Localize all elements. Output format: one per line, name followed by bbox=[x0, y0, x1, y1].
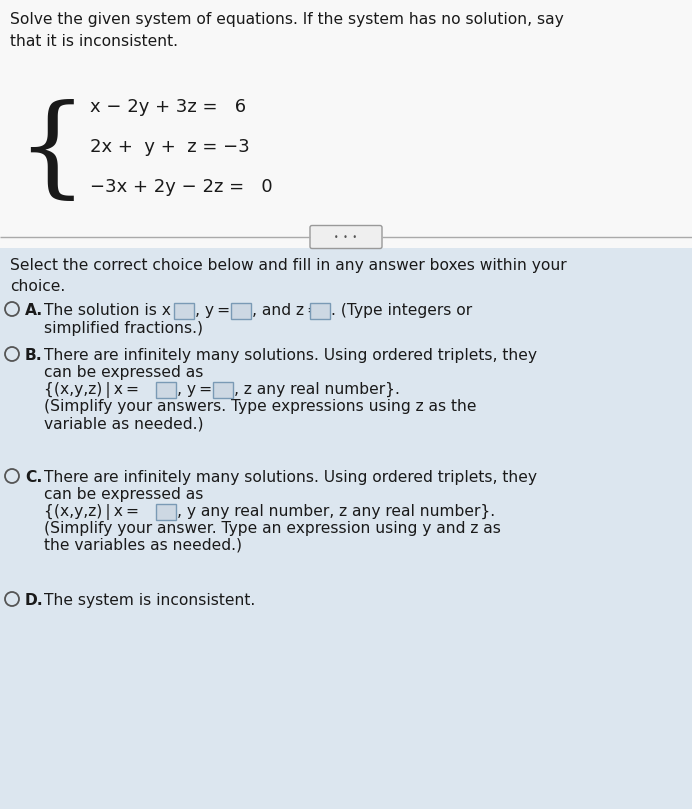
Text: The system is inconsistent.: The system is inconsistent. bbox=[44, 593, 255, 608]
FancyBboxPatch shape bbox=[310, 226, 382, 248]
Text: (Simplify your answers. Type expressions using z as the: (Simplify your answers. Type expressions… bbox=[44, 399, 477, 414]
FancyBboxPatch shape bbox=[212, 382, 233, 398]
Text: variable as needed.): variable as needed.) bbox=[44, 416, 203, 431]
Text: Solve the given system of equations. If the system has no solution, say
that it : Solve the given system of equations. If … bbox=[10, 12, 564, 49]
Text: the variables as needed.): the variables as needed.) bbox=[44, 538, 242, 553]
Text: , y =: , y = bbox=[177, 382, 215, 397]
Text: −3x + 2y − 2z =   0: −3x + 2y − 2z = 0 bbox=[90, 178, 273, 196]
FancyBboxPatch shape bbox=[156, 382, 176, 398]
Text: •  •  •: • • • bbox=[334, 233, 358, 242]
FancyBboxPatch shape bbox=[309, 303, 329, 319]
Text: {: { bbox=[16, 99, 86, 205]
Text: . (Type integers or: . (Type integers or bbox=[331, 303, 472, 318]
Text: x − 2y + 3z =   6: x − 2y + 3z = 6 bbox=[90, 98, 246, 116]
Text: simplified fractions.): simplified fractions.) bbox=[44, 321, 203, 336]
Text: B.: B. bbox=[25, 348, 43, 363]
Text: can be expressed as: can be expressed as bbox=[44, 365, 203, 380]
Text: There are infinitely many solutions. Using ordered triplets, they: There are infinitely many solutions. Usi… bbox=[44, 470, 537, 485]
Text: D.: D. bbox=[25, 593, 44, 608]
Text: Select the correct choice below and fill in any answer boxes within your
choice.: Select the correct choice below and fill… bbox=[10, 258, 567, 294]
Text: {(x,y,z) | x =: {(x,y,z) | x = bbox=[44, 382, 142, 398]
Text: 2x +  y +  z = −3: 2x + y + z = −3 bbox=[90, 138, 250, 156]
Text: There are infinitely many solutions. Using ordered triplets, they: There are infinitely many solutions. Usi… bbox=[44, 348, 537, 363]
FancyBboxPatch shape bbox=[174, 303, 194, 319]
Text: , z any real number}.: , z any real number}. bbox=[234, 382, 400, 397]
FancyBboxPatch shape bbox=[0, 248, 692, 809]
FancyBboxPatch shape bbox=[156, 504, 176, 520]
Text: A.: A. bbox=[25, 303, 43, 318]
Text: (Simplify your answer. Type an expression using y and z as: (Simplify your answer. Type an expressio… bbox=[44, 521, 501, 536]
Text: can be expressed as: can be expressed as bbox=[44, 487, 203, 502]
FancyBboxPatch shape bbox=[230, 303, 251, 319]
Text: C.: C. bbox=[25, 470, 42, 485]
Text: , y =: , y = bbox=[195, 303, 233, 318]
Text: , and z =: , and z = bbox=[252, 303, 323, 318]
FancyBboxPatch shape bbox=[0, 0, 692, 248]
Text: {(x,y,z) | x =: {(x,y,z) | x = bbox=[44, 504, 142, 520]
Text: The solution is x =: The solution is x = bbox=[44, 303, 190, 318]
Text: , y any real number, z any real number}.: , y any real number, z any real number}. bbox=[177, 504, 495, 519]
